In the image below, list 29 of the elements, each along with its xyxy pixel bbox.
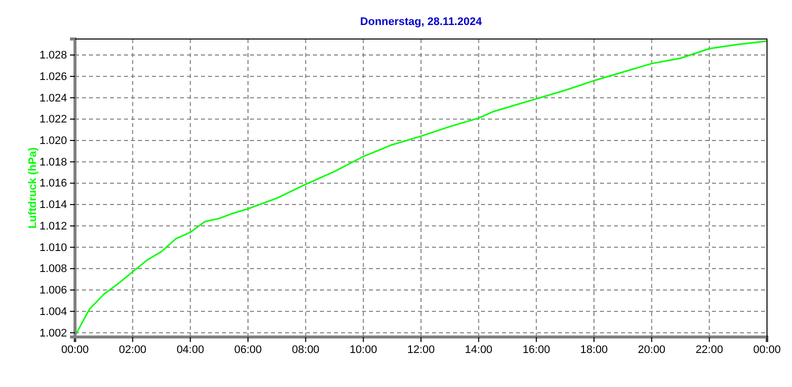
x-tick-label: 08:00: [292, 344, 320, 356]
y-tick-label: 1.008: [39, 263, 67, 276]
x-tick-label: 16:00: [522, 344, 550, 356]
chart-title: Donnerstag, 28.11.2024: [360, 16, 483, 28]
x-tick-label: 00:00: [61, 344, 89, 356]
y-tick-label: 1.018: [39, 156, 67, 168]
y-tick-label: 1.010: [39, 242, 67, 254]
y-tick-label: 1.014: [39, 199, 67, 212]
y-tick-label: 1.016: [39, 178, 67, 190]
y-tick-label: 1.004: [39, 306, 67, 318]
y-tick-label: 1.026: [39, 70, 67, 83]
y-axis-title: Luftdruck (hPa): [27, 147, 39, 229]
y-tick-label: 1.024: [39, 92, 67, 104]
x-tick-label: 14:00: [464, 344, 492, 356]
y-tick-label: 1.012: [39, 220, 67, 232]
x-tick-label: 02:00: [118, 344, 146, 356]
x-tick-label: 20:00: [638, 344, 666, 356]
x-tick-label: 06:00: [234, 344, 262, 356]
x-tick-label: 12:00: [407, 344, 435, 356]
y-tick-label: 1.002: [39, 327, 67, 340]
x-tick-label: 10:00: [350, 344, 378, 356]
y-tick-label: 1.006: [39, 284, 67, 297]
x-tick-label: 18:00: [580, 344, 608, 356]
x-tick-label: 04:00: [176, 344, 204, 356]
y-tick-label: 1.022: [39, 114, 67, 126]
x-tick-label: 00:00: [753, 344, 781, 356]
x-tick-label: 22:00: [696, 344, 724, 356]
y-tick-label: 1.020: [39, 134, 67, 147]
y-tick-label: 1.028: [39, 50, 67, 62]
